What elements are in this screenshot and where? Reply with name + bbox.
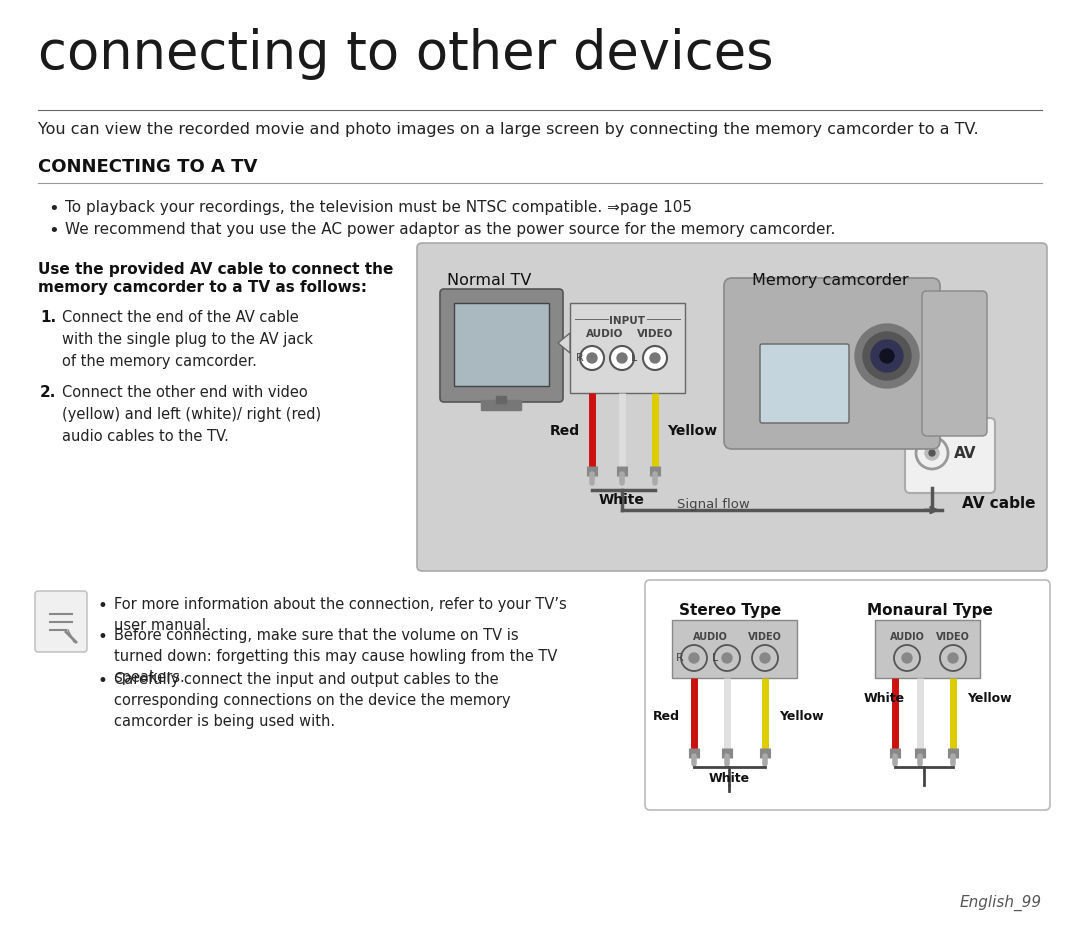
Text: •: • (98, 672, 108, 690)
FancyBboxPatch shape (454, 303, 549, 386)
Text: Connect the other end with video
(yellow) and left (white)/ right (red)
audio ca: Connect the other end with video (yellow… (62, 385, 321, 444)
Text: For more information about the connection, refer to your TV’s
user manual.: For more information about the connectio… (114, 597, 567, 633)
Circle shape (870, 340, 903, 372)
Text: English_99: English_99 (960, 895, 1042, 912)
Bar (481, 400, 521, 410)
Circle shape (863, 332, 912, 380)
Text: Memory camcorder: Memory camcorder (752, 273, 908, 288)
Circle shape (580, 346, 604, 370)
Text: 2.: 2. (40, 385, 56, 400)
Text: Red: Red (653, 709, 680, 722)
FancyBboxPatch shape (417, 243, 1047, 571)
Text: R: R (676, 653, 684, 663)
Text: AV: AV (954, 445, 976, 461)
Text: Red: Red (550, 424, 580, 438)
FancyBboxPatch shape (570, 303, 685, 393)
FancyBboxPatch shape (724, 278, 940, 449)
Text: VIDEO: VIDEO (936, 632, 970, 642)
Circle shape (880, 349, 894, 363)
Text: Monaural Type: Monaural Type (867, 603, 993, 618)
FancyBboxPatch shape (905, 418, 995, 493)
Text: •: • (98, 628, 108, 646)
FancyBboxPatch shape (760, 344, 849, 423)
Text: You can view the recorded movie and photo images on a large screen by connecting: You can view the recorded movie and phot… (38, 122, 978, 137)
Text: L: L (712, 653, 718, 663)
Circle shape (929, 450, 935, 456)
Circle shape (714, 645, 740, 671)
Bar (496, 396, 507, 403)
Text: White: White (599, 493, 645, 507)
Text: We recommend that you use the AC power adaptor as the power source for the memor: We recommend that you use the AC power a… (65, 222, 835, 237)
Circle shape (689, 653, 699, 663)
Text: Carefully connect the input and output cables to the
corresponding connections o: Carefully connect the input and output c… (114, 672, 511, 729)
Text: •: • (48, 222, 58, 240)
Text: •: • (98, 597, 108, 615)
FancyBboxPatch shape (875, 620, 980, 678)
Text: White: White (708, 772, 750, 785)
Circle shape (610, 346, 634, 370)
Text: VIDEO: VIDEO (748, 632, 782, 642)
Text: Connect the end of the AV cable
with the single plug to the AV jack
of the memor: Connect the end of the AV cable with the… (62, 310, 313, 369)
FancyBboxPatch shape (645, 580, 1050, 810)
Text: White: White (864, 691, 905, 704)
Text: CONNECTING TO A TV: CONNECTING TO A TV (38, 158, 257, 176)
Text: Yellow: Yellow (667, 424, 717, 438)
Text: VIDEO: VIDEO (637, 329, 673, 339)
Circle shape (924, 446, 939, 460)
FancyBboxPatch shape (35, 591, 87, 652)
Text: connecting to other devices: connecting to other devices (38, 28, 773, 80)
Circle shape (760, 653, 770, 663)
Circle shape (723, 653, 732, 663)
Text: R: R (576, 353, 584, 363)
Text: Yellow: Yellow (779, 709, 824, 722)
Circle shape (902, 653, 912, 663)
Text: Before connecting, make sure that the volume on TV is
turned down: forgetting th: Before connecting, make sure that the vo… (114, 628, 557, 685)
FancyBboxPatch shape (440, 289, 563, 402)
Circle shape (650, 353, 660, 363)
Text: Stereo Type: Stereo Type (679, 603, 781, 618)
Text: AUDIO: AUDIO (586, 329, 623, 339)
Circle shape (681, 645, 707, 671)
Circle shape (894, 645, 920, 671)
Text: Signal flow: Signal flow (677, 498, 750, 511)
Text: memory camcorder to a TV as follows:: memory camcorder to a TV as follows: (38, 280, 367, 295)
Text: L: L (631, 353, 637, 363)
Text: AV cable: AV cable (962, 496, 1036, 511)
Text: AUDIO: AUDIO (890, 632, 924, 642)
Text: Normal TV: Normal TV (447, 273, 531, 288)
Circle shape (617, 353, 627, 363)
Circle shape (948, 653, 958, 663)
Text: INPUT: INPUT (609, 316, 645, 326)
FancyBboxPatch shape (672, 620, 797, 678)
Text: Use the provided AV cable to connect the: Use the provided AV cable to connect the (38, 262, 393, 277)
Text: To playback your recordings, the television must be NTSC compatible. ⇒page 105: To playback your recordings, the televis… (65, 200, 692, 215)
Text: 1.: 1. (40, 310, 56, 325)
Text: Yellow: Yellow (967, 691, 1012, 704)
Polygon shape (558, 333, 570, 353)
Circle shape (855, 324, 919, 388)
Circle shape (588, 353, 597, 363)
FancyBboxPatch shape (922, 291, 987, 436)
Circle shape (940, 645, 966, 671)
Circle shape (643, 346, 667, 370)
Text: •: • (48, 200, 58, 218)
Text: AUDIO: AUDIO (692, 632, 728, 642)
Circle shape (752, 645, 778, 671)
